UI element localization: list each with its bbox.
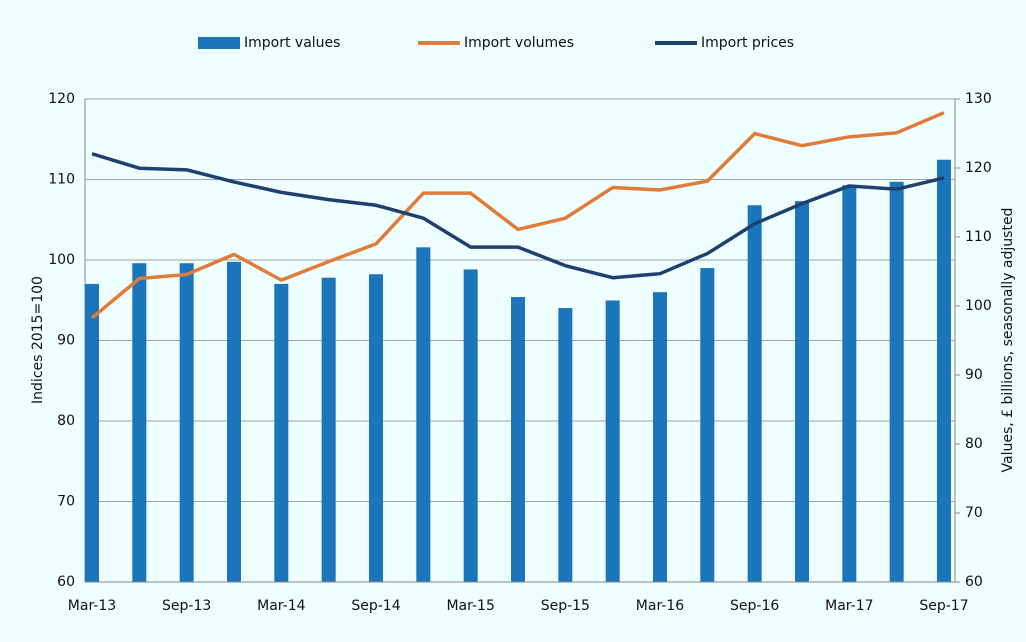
bar [700, 268, 715, 582]
bar [321, 277, 336, 582]
bar [274, 283, 289, 582]
bar [132, 263, 147, 582]
bar [85, 283, 99, 582]
y2-tick-label: 120 [965, 160, 992, 176]
bar [511, 297, 525, 582]
bar [937, 159, 951, 582]
y2-tick-label: 80 [965, 436, 983, 452]
y-axis-label: Indices 2015=100 [30, 276, 46, 404]
x-tick-label: Sep-14 [351, 598, 400, 614]
y2-tick-label: 90 [965, 367, 983, 383]
bar [227, 261, 241, 582]
y2-axis-label: Values, £ billions, seasonally adjusted [1000, 208, 1016, 473]
y-tick-label: 100 [48, 252, 75, 268]
x-tick-label: Mar-13 [68, 598, 116, 614]
x-tick-label: Mar-14 [257, 598, 305, 614]
y-tick-label: 80 [57, 413, 75, 429]
bar [463, 269, 478, 582]
y2-tick-label: 110 [965, 229, 992, 245]
y-tick-label: 110 [48, 172, 75, 188]
legend-label: Import prices [701, 35, 794, 51]
bar [889, 181, 904, 583]
y2-tick-label: 100 [965, 298, 992, 314]
bar [842, 185, 857, 582]
bar [416, 247, 431, 582]
line [90, 111, 945, 320]
bar [179, 263, 194, 582]
x-tick-label: Sep-17 [919, 598, 968, 614]
y2-tick-label: 60 [965, 574, 983, 590]
y2-tick-label: 70 [965, 505, 983, 521]
bar [653, 292, 667, 582]
x-tick-label: Mar-15 [446, 598, 494, 614]
bar [369, 274, 383, 582]
y2-tick-label: 130 [965, 91, 992, 107]
bar [747, 205, 762, 582]
y-tick-label: 70 [57, 494, 75, 510]
legend-label: Import values [244, 35, 340, 51]
y-tick-label: 60 [57, 574, 75, 590]
bar [558, 308, 573, 582]
bar [605, 300, 620, 582]
x-tick-label: Sep-16 [730, 598, 779, 614]
line [91, 152, 945, 280]
x-tick-label: Sep-15 [541, 598, 590, 614]
x-tick-label: Mar-17 [825, 598, 873, 614]
x-tick-label: Sep-13 [162, 598, 211, 614]
y-tick-label: 120 [48, 91, 75, 107]
y-tick-label: 90 [57, 333, 75, 349]
x-tick-label: Mar-16 [636, 598, 684, 614]
bar [795, 201, 809, 582]
legend-swatch [198, 37, 240, 49]
legend-label: Import volumes [464, 35, 574, 51]
